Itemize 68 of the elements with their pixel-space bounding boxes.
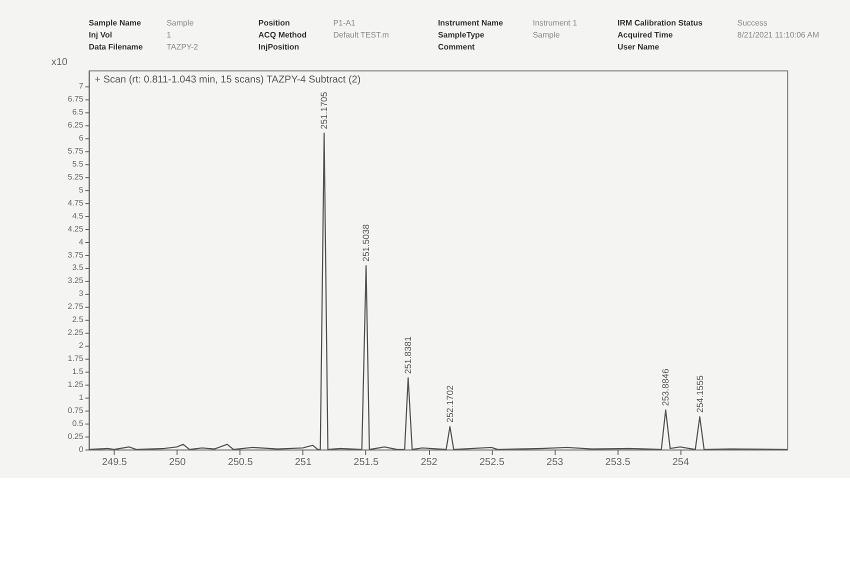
text: IRM Calibration Status: [618, 18, 704, 28]
text: Default TEST.m: [333, 30, 390, 40]
y-tick-label: 5: [78, 185, 84, 194]
y-tick-label: 5.25: [68, 172, 84, 182]
x-tick-label: 249.5: [102, 456, 128, 468]
text: Success: [737, 18, 768, 28]
x-tick-label: 253: [546, 456, 564, 468]
annotation: 252.1702: [444, 385, 455, 423]
y-tick-label: 6.5: [72, 107, 84, 116]
y-tick-label: 5.5: [72, 159, 84, 168]
text: Sample: [166, 18, 194, 28]
y-tick-label: 1.5: [72, 367, 84, 376]
x-tick-label: 252.5: [479, 456, 505, 468]
text: 8/21/2021 11:10:06 AM: [737, 30, 820, 40]
y-axis-title: x10: [51, 56, 68, 68]
y-tick-label: 2.5: [72, 315, 84, 324]
y-tick-label: 6: [78, 133, 84, 142]
text: Instrument Name: [438, 18, 504, 28]
y-tick-label: 1: [78, 393, 84, 402]
y-tick-label: 1.25: [68, 380, 84, 390]
x-tick-label: 252: [420, 456, 438, 468]
text: InjPosition: [258, 42, 300, 52]
y-tick-label: 0.25: [68, 432, 84, 442]
text: TAZPY-2: [166, 42, 199, 52]
y-tick-label: 4: [78, 237, 84, 246]
x-tick-label: 250: [169, 456, 186, 468]
text: Instrument 1: [532, 18, 578, 28]
y-tick-label: 3.75: [68, 250, 84, 260]
annotation: 251.1705: [319, 92, 330, 130]
text: Data Filename: [88, 42, 144, 52]
y-tick-label: 0.5: [72, 419, 84, 428]
y-tick-label: 1.75: [68, 354, 84, 364]
y-tick-label: 4.5: [72, 211, 84, 220]
text: 1: [166, 30, 172, 40]
x-tick-label: 253.5: [605, 456, 631, 468]
x-tick-label: 254: [672, 456, 690, 468]
text: SampleType: [438, 30, 485, 40]
y-tick-label: 2.75: [68, 302, 84, 312]
annotation: 254.1555: [694, 375, 705, 413]
y-tick-label: 2: [78, 341, 84, 350]
y-tick-label: 2.25: [68, 328, 84, 338]
y-tick-label: 4.75: [68, 198, 84, 208]
annotation: 251.8381: [403, 336, 414, 374]
chart-title: + Scan (rt: 0.811-1.043 min, 15 scans) TAZPY-4 Subtract (2): [94, 74, 361, 86]
x-tick-label: 250.5: [228, 456, 254, 468]
text: P1-A1: [333, 18, 356, 28]
y-tick-label: 5.75: [68, 146, 84, 156]
y-tick-label: 0.75: [68, 406, 84, 416]
x-tick-label: 251: [294, 456, 312, 468]
text: ACQ Method: [258, 30, 307, 40]
text: User Name: [618, 42, 660, 52]
x-tick-label: 251.5: [354, 456, 380, 468]
y-tick-label: 7: [78, 81, 84, 90]
annotation: 253.8846: [660, 368, 671, 406]
y-tick-label: 0: [78, 445, 84, 454]
text: Inj Vol: [88, 30, 112, 40]
y-tick-label: 6.75: [68, 94, 84, 104]
text: Comment: [438, 42, 476, 52]
text: Position: [258, 18, 290, 28]
text: Sample: [532, 30, 560, 40]
text: Sample Name: [88, 18, 142, 28]
y-tick-label: 3.25: [68, 276, 84, 286]
annotation: 251.5038: [361, 224, 372, 262]
text: Acquired Time: [618, 30, 674, 40]
y-tick-label: 3: [78, 289, 84, 298]
y-tick-label: 3.5: [72, 263, 84, 272]
y-tick-label: 6.25: [68, 120, 84, 130]
y-tick-label: 4.25: [68, 224, 84, 234]
